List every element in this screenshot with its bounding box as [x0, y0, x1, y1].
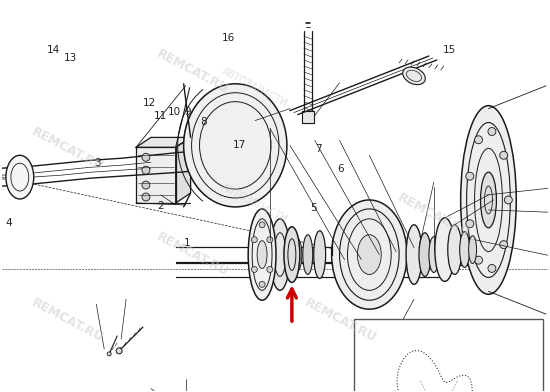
- Ellipse shape: [406, 225, 422, 284]
- Ellipse shape: [142, 153, 150, 161]
- Text: 15: 15: [443, 45, 456, 55]
- Text: 6: 6: [337, 164, 344, 174]
- Ellipse shape: [475, 256, 482, 264]
- Ellipse shape: [376, 370, 382, 378]
- Ellipse shape: [251, 237, 257, 243]
- Ellipse shape: [461, 106, 516, 294]
- Ellipse shape: [504, 196, 512, 204]
- Text: REMCAT.RU: REMCAT.RU: [395, 191, 471, 240]
- Polygon shape: [175, 138, 191, 203]
- Text: 14: 14: [47, 45, 60, 55]
- Ellipse shape: [284, 227, 300, 282]
- Text: 17: 17: [233, 140, 246, 151]
- Text: REMCAT.RU: REMCAT.RU: [29, 125, 106, 174]
- Text: 9: 9: [184, 107, 191, 117]
- Polygon shape: [302, 111, 314, 123]
- Ellipse shape: [142, 193, 150, 201]
- Ellipse shape: [448, 225, 461, 274]
- Ellipse shape: [248, 209, 276, 300]
- Text: REMCAT.RU: REMCAT.RU: [29, 296, 106, 345]
- Text: 10: 10: [167, 107, 180, 117]
- Text: 2: 2: [157, 201, 164, 211]
- Text: 5: 5: [310, 203, 317, 213]
- Ellipse shape: [107, 352, 111, 356]
- Ellipse shape: [481, 172, 497, 228]
- Ellipse shape: [500, 151, 508, 159]
- Ellipse shape: [259, 281, 265, 287]
- Ellipse shape: [6, 155, 34, 199]
- Ellipse shape: [488, 127, 496, 136]
- Ellipse shape: [184, 84, 287, 207]
- Ellipse shape: [251, 267, 257, 272]
- Ellipse shape: [257, 241, 267, 269]
- Text: 8: 8: [201, 117, 207, 127]
- Ellipse shape: [314, 231, 326, 278]
- Text: REMCAT.RU: REMCAT.RU: [302, 296, 378, 345]
- Ellipse shape: [466, 172, 474, 180]
- Text: 13: 13: [64, 53, 77, 63]
- Text: АВТО3АП4СТИ: АВТО3АП4СТИ: [221, 65, 290, 109]
- Text: 1: 1: [184, 238, 191, 248]
- Polygon shape: [136, 138, 191, 147]
- Ellipse shape: [466, 220, 474, 228]
- Ellipse shape: [475, 136, 482, 144]
- Ellipse shape: [488, 265, 496, 272]
- Text: 11: 11: [153, 111, 167, 121]
- Ellipse shape: [270, 219, 290, 290]
- Ellipse shape: [142, 181, 150, 189]
- Text: 4: 4: [5, 218, 12, 228]
- Ellipse shape: [332, 200, 407, 309]
- Bar: [354, 319, 543, 392]
- Ellipse shape: [419, 233, 431, 276]
- Ellipse shape: [267, 237, 273, 243]
- Ellipse shape: [116, 348, 122, 354]
- Ellipse shape: [303, 235, 313, 274]
- Ellipse shape: [259, 222, 265, 228]
- Ellipse shape: [294, 239, 302, 270]
- Ellipse shape: [403, 67, 425, 85]
- Text: 7: 7: [315, 144, 322, 154]
- Ellipse shape: [435, 218, 455, 281]
- Text: 3: 3: [94, 158, 101, 168]
- Text: REMCAT.RU: REMCAT.RU: [155, 47, 231, 96]
- Ellipse shape: [500, 241, 508, 249]
- Ellipse shape: [142, 166, 150, 174]
- Text: REMCAT.RU: REMCAT.RU: [155, 230, 231, 279]
- Ellipse shape: [267, 267, 273, 272]
- Ellipse shape: [429, 237, 439, 272]
- Text: 16: 16: [222, 33, 235, 44]
- Ellipse shape: [460, 232, 470, 267]
- Ellipse shape: [469, 236, 476, 263]
- Ellipse shape: [358, 235, 381, 274]
- Polygon shape: [136, 147, 175, 203]
- Text: АВТО3АП4СТИ: АВТО3АП4СТИ: [221, 182, 290, 225]
- Text: 12: 12: [143, 98, 156, 107]
